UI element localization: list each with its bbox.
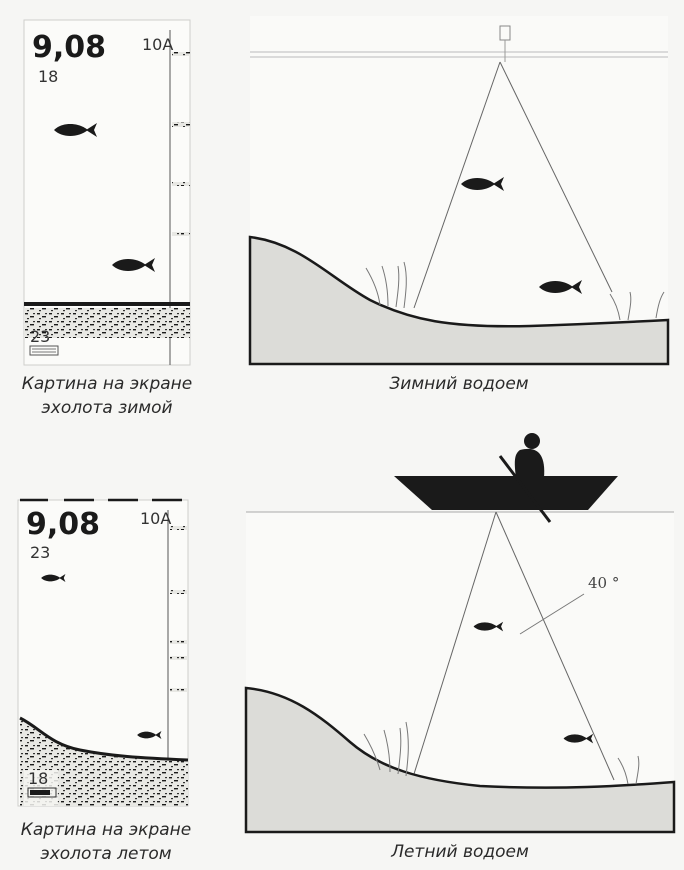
summer-lake-bottom xyxy=(244,686,676,834)
summer-bottom-reading: 18 xyxy=(28,769,48,788)
winter-screen: 9,08 18 10A 23 xyxy=(23,19,191,366)
winter-bottom-noise xyxy=(24,308,190,338)
boat-icon xyxy=(394,455,618,523)
caption-line: эхолота летом xyxy=(40,844,172,864)
summer-mode: 10A xyxy=(140,509,171,528)
weeds xyxy=(365,261,665,321)
caption-winter-screen: Картина на экране эхолота зимой xyxy=(0,372,214,420)
beam-angle-label: 40 ° xyxy=(588,574,619,592)
winter-bottom-line xyxy=(24,302,190,306)
caption-summer-water: Летний водоем xyxy=(246,840,674,864)
winter-mode: 10A xyxy=(142,35,173,54)
summer-depth: 9,08 xyxy=(26,507,100,542)
caption-line: эхолота зимой xyxy=(41,398,173,418)
caption-winter-water: Зимний водоем xyxy=(250,372,668,396)
caption-line: Картина на экране xyxy=(21,374,193,394)
winter-water xyxy=(248,16,670,366)
winter-depth: 9,08 xyxy=(32,30,106,65)
fisherman-icon xyxy=(514,433,545,478)
winter-temperature: 18 xyxy=(38,67,58,86)
caption-line: Летний водоем xyxy=(391,842,529,862)
battery-icon xyxy=(27,787,57,798)
summer-bottom-noise xyxy=(20,718,188,806)
angle-pointer xyxy=(519,593,585,635)
transducer-icon xyxy=(499,25,511,62)
caption-line: Картина на экране xyxy=(20,820,192,840)
summer-temperature: 23 xyxy=(30,543,50,562)
summer-water: 40 ° xyxy=(244,433,676,834)
winter-bottom-reading: 23 xyxy=(30,327,50,346)
winter-side-marks xyxy=(172,52,190,236)
summer-screen: 9,08 23 10A 18 xyxy=(17,498,189,807)
weeds xyxy=(363,721,640,785)
summer-side-marks xyxy=(170,526,188,692)
winter-lake-bottom xyxy=(248,235,670,366)
caption-summer-screen: Картина на экране эхолота летом xyxy=(0,818,212,866)
battery-icon xyxy=(29,345,59,356)
caption-line: Зимний водоем xyxy=(389,374,529,394)
summer-bottom-line xyxy=(19,716,189,762)
